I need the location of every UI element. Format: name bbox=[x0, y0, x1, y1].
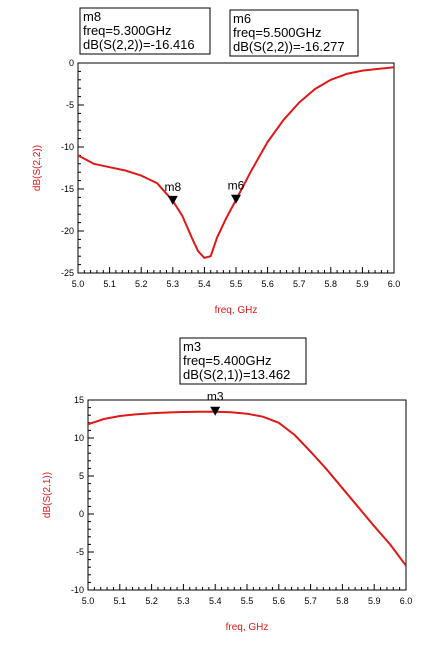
y-tick-label: 15 bbox=[74, 395, 84, 405]
x-tick-label: 5.4 bbox=[198, 279, 211, 289]
x-tick-label: 5.9 bbox=[368, 596, 381, 606]
y-tick-label: -20 bbox=[61, 226, 74, 236]
x-tick-label: 5.1 bbox=[103, 279, 116, 289]
y-tick-label: -5 bbox=[76, 547, 84, 557]
x-tick-label: 5.9 bbox=[356, 279, 369, 289]
marker-m3-readout-line: freq=5.400GHz bbox=[183, 353, 272, 368]
x-tick-label: 6.0 bbox=[400, 596, 413, 606]
x-tick-label: 5.0 bbox=[82, 596, 95, 606]
x-tick-label: 5.8 bbox=[336, 596, 349, 606]
marker-m6-readout-line: freq=5.500GHz bbox=[233, 25, 322, 40]
x-tick-label: 5.6 bbox=[273, 596, 286, 606]
x-tick-label: 5.3 bbox=[177, 596, 190, 606]
x-tick-label: 5.2 bbox=[145, 596, 158, 606]
y-tick-label: -10 bbox=[71, 585, 84, 595]
marker-m8-label: m8 bbox=[164, 180, 181, 194]
plot-frame bbox=[77, 62, 395, 274]
y-tick-label: -15 bbox=[61, 184, 74, 194]
x-tick-label: 6.0 bbox=[388, 279, 401, 289]
marker-m3-label: m3 bbox=[207, 390, 224, 404]
x-tick-label: 5.6 bbox=[261, 279, 274, 289]
marker-m6-readout-box bbox=[229, 9, 359, 57]
y-tick-label: 10 bbox=[74, 433, 84, 443]
marker-m3-readout-line: dB(S(2,1))=13.462 bbox=[183, 367, 290, 382]
x-axis-label: freq, GHz bbox=[226, 622, 269, 633]
x-axis-label: freq, GHz bbox=[215, 305, 258, 316]
y-tick-label: -10 bbox=[61, 142, 74, 152]
marker-m6-triangle bbox=[231, 194, 241, 204]
marker-m8-readout-line: freq=5.300GHz bbox=[83, 23, 172, 38]
marker-m8-triangle bbox=[167, 195, 178, 205]
x-tick-label: 5.7 bbox=[293, 279, 306, 289]
marker-m8-readout-line: m8 bbox=[83, 9, 101, 24]
y-tick-label: 0 bbox=[69, 58, 74, 68]
marker-m3-triangle bbox=[210, 406, 221, 416]
y-axis-label: dB(S(2,2)) bbox=[32, 145, 43, 191]
marker-m3-readout-box bbox=[179, 337, 307, 385]
series-line bbox=[77, 66, 395, 259]
marker-m6-label: m6 bbox=[228, 179, 245, 193]
y-axis-label: dB(S(2,1)) bbox=[42, 472, 53, 518]
chart-1: 5.0 5.1 5.2 5.3 5.4 5.5 5.6 5.7 5.8 5.9 6.0 0 -5 -10 -… bbox=[32, 7, 401, 316]
x-tick-label: 5.5 bbox=[241, 596, 254, 606]
y-tick-label: -5 bbox=[66, 100, 74, 110]
x-tick-label: 5.7 bbox=[304, 596, 317, 606]
y-tick-label: 5 bbox=[79, 471, 84, 481]
plot-frame bbox=[87, 399, 407, 591]
marker-m8-readout-box bbox=[79, 7, 211, 55]
y-tick-label: 0 bbox=[79, 509, 84, 519]
series-line bbox=[87, 410, 407, 567]
x-tick-label: 5.5 bbox=[230, 279, 243, 289]
x-tick-label: 5.0 bbox=[72, 279, 85, 289]
marker-m6-readout-line: m6 bbox=[233, 11, 251, 26]
x-tick-label: 5.1 bbox=[114, 596, 127, 606]
x-tick-label: 5.8 bbox=[325, 279, 338, 289]
marker-m6-readout-line: dB(S(2,2))=-16.277 bbox=[233, 39, 345, 54]
x-tick-label: 5.4 bbox=[209, 596, 222, 606]
marker-m3-readout-line: m3 bbox=[183, 339, 201, 354]
x-tick-label: 5.3 bbox=[167, 279, 180, 289]
marker-m8-readout-line: dB(S(2,2))=-16.416 bbox=[83, 37, 195, 52]
x-tick-label: 5.2 bbox=[135, 279, 148, 289]
y-tick-label: -25 bbox=[61, 268, 74, 278]
chart-2: 5.0 5.1 5.2 5.3 5.4 5.5 5.6 5.7 5.8 5.9 6.0 15 10 5 0 -… bbox=[42, 337, 413, 633]
